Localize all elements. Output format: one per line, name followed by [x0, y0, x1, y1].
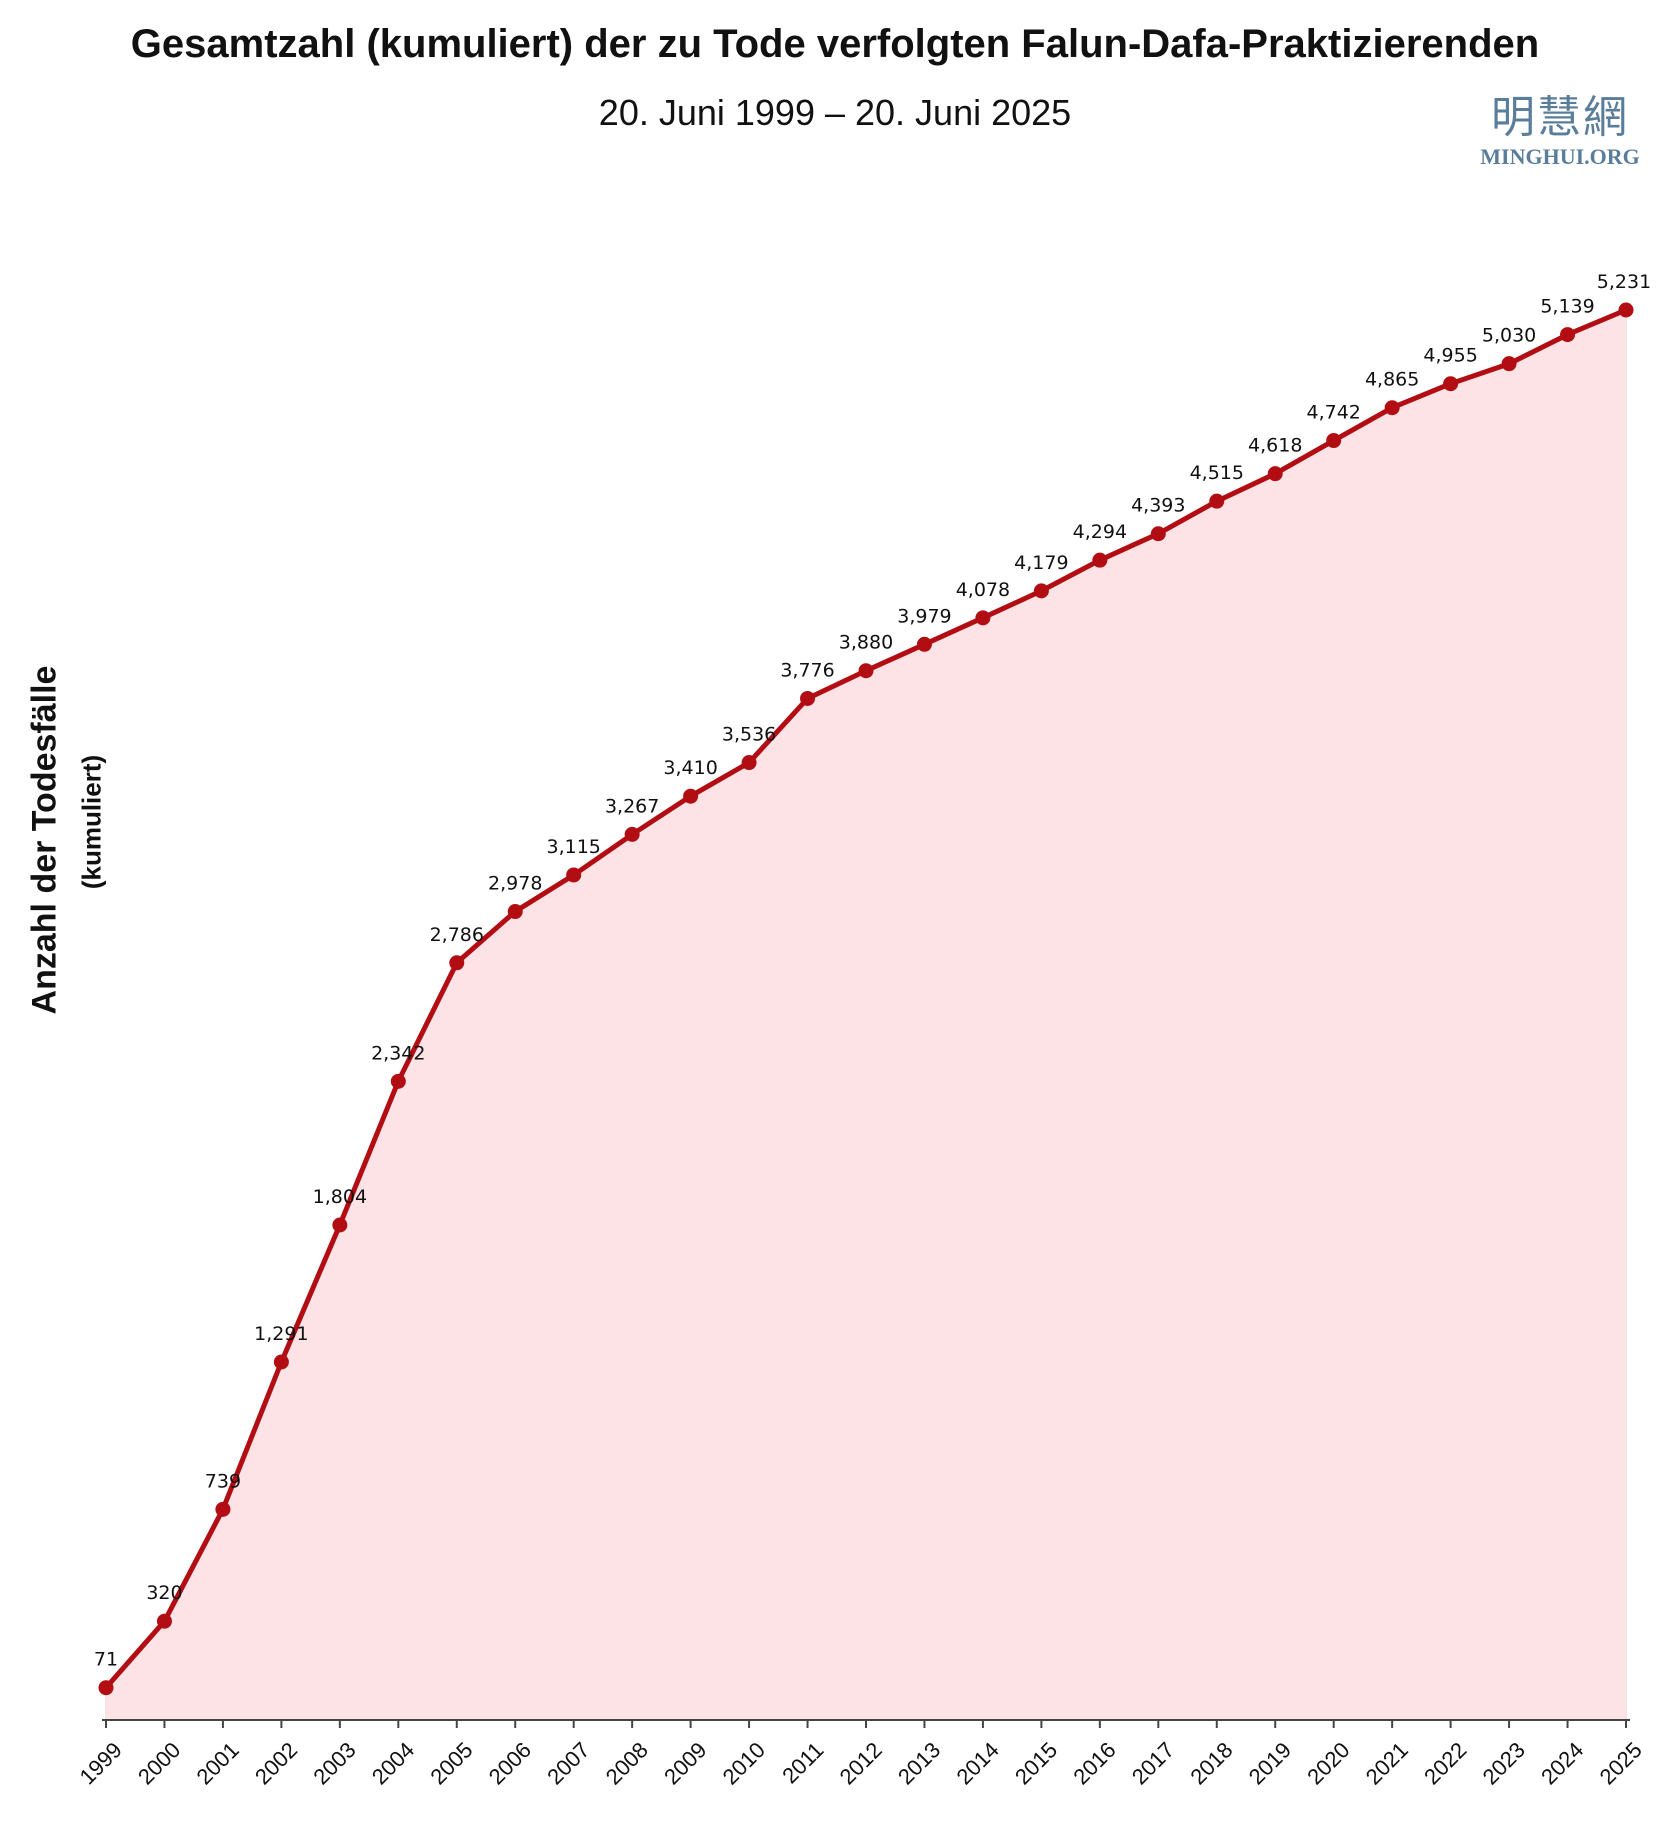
- data-label: 1,804: [313, 1186, 367, 1208]
- data-point: [624, 826, 640, 842]
- x-tick-label: 2008: [601, 1737, 653, 1789]
- data-point: [1150, 526, 1166, 542]
- data-label: 3,880: [839, 632, 893, 654]
- x-tick-label: 2016: [1068, 1737, 1120, 1789]
- data-label: 2,342: [371, 1042, 425, 1064]
- data-point: [741, 755, 757, 771]
- logo-chinese-text: 明慧網: [1491, 92, 1629, 143]
- area-fill: [106, 310, 1626, 1720]
- x-tick-label: 2021: [1361, 1737, 1413, 1789]
- data-point: [1326, 433, 1342, 449]
- x-axis: [102, 1719, 1630, 1728]
- x-tick-label: 2003: [308, 1737, 360, 1789]
- data-point: [566, 867, 582, 883]
- data-points: [98, 302, 1634, 1696]
- data-label: 4,515: [1190, 462, 1244, 484]
- data-point: [1443, 376, 1459, 392]
- data-label: 4,393: [1131, 495, 1185, 517]
- data-point: [98, 1680, 114, 1696]
- data-label: 2,978: [488, 873, 542, 895]
- x-tick-label: 2005: [425, 1737, 477, 1789]
- x-tick-label: 2006: [484, 1737, 536, 1789]
- data-point: [215, 1501, 231, 1517]
- data-label: 4,742: [1306, 402, 1360, 424]
- data-label: 4,955: [1423, 345, 1477, 367]
- x-tick-label: 2025: [1595, 1737, 1647, 1789]
- chart-subtitle: 20. Juni 1999 – 20. Juni 2025: [598, 92, 1072, 133]
- data-point: [1267, 466, 1283, 482]
- data-point: [1209, 493, 1225, 509]
- data-label: 71: [94, 1649, 118, 1671]
- data-label: 3,410: [663, 757, 717, 779]
- data-point: [858, 663, 874, 679]
- logo-english-text: MINGHUI.ORG: [1480, 144, 1640, 169]
- x-tick-label: 1999: [75, 1737, 127, 1789]
- data-point: [1033, 583, 1049, 599]
- data-point: [156, 1613, 172, 1629]
- x-tick-label: 2012: [835, 1737, 887, 1789]
- data-point: [1384, 400, 1400, 416]
- x-tick-label: 2020: [1302, 1737, 1354, 1789]
- data-labels: 713207391,2911,8042,3422,7862,9783,1153,…: [94, 271, 1651, 1671]
- data-label: 5,030: [1482, 325, 1536, 347]
- data-label: 4,179: [1014, 552, 1068, 574]
- data-point: [390, 1073, 406, 1089]
- data-label: 3,536: [722, 724, 776, 746]
- data-label: 4,865: [1365, 369, 1419, 391]
- data-point: [332, 1217, 348, 1233]
- x-tick-labels: 1999 2000 2001 2002 2003 2004 2005 2006 2007 2008…: [75, 1737, 1647, 1789]
- x-tick-label: 2007: [542, 1737, 594, 1789]
- data-point: [975, 610, 991, 626]
- x-tick-label: 2004: [367, 1737, 419, 1789]
- data-label: 739: [205, 1470, 241, 1492]
- data-label: 3,267: [605, 795, 659, 817]
- data-label: 3,776: [780, 659, 834, 681]
- data-label: 4,618: [1248, 435, 1302, 457]
- x-tick-label: 2002: [250, 1737, 302, 1789]
- data-label: 4,078: [956, 579, 1010, 601]
- x-tick-label: 2024: [1536, 1737, 1588, 1789]
- minghui-logo: 明慧網 MINGHUI.ORG: [1470, 92, 1650, 170]
- x-tick-label: 2023: [1478, 1737, 1530, 1789]
- data-label: 5,231: [1597, 271, 1651, 293]
- data-point: [1092, 552, 1108, 568]
- x-tick-label: 2000: [133, 1737, 185, 1789]
- data-label: 5,139: [1540, 296, 1594, 318]
- x-tick-label: 2001: [191, 1737, 243, 1789]
- data-point: [683, 788, 699, 804]
- data-point: [800, 690, 816, 706]
- x-tick-label: 2014: [951, 1737, 1003, 1789]
- x-tick-label: 2017: [1127, 1737, 1179, 1789]
- x-tick-label: 2015: [1010, 1737, 1062, 1789]
- data-point: [273, 1354, 289, 1370]
- x-tick-label: 2009: [659, 1737, 711, 1789]
- data-label: 320: [146, 1582, 182, 1604]
- data-label: 4,294: [1073, 521, 1127, 543]
- x-tick-label: 2019: [1244, 1737, 1296, 1789]
- chart-title: Gesamtzahl (kumuliert) der zu Tode verfo…: [130, 22, 1540, 66]
- x-tick-label: 2013: [893, 1737, 945, 1789]
- data-point: [1560, 327, 1576, 343]
- x-tick-label: 2018: [1185, 1737, 1237, 1789]
- x-tick-label: 2010: [718, 1737, 770, 1789]
- data-point: [1618, 302, 1634, 318]
- data-point: [507, 904, 523, 920]
- data-label: 3,979: [897, 605, 951, 627]
- x-tick-label: 2011: [777, 1737, 828, 1788]
- data-label: 3,115: [546, 836, 600, 858]
- data-point: [1501, 356, 1517, 372]
- x-tick-label: 2022: [1419, 1737, 1471, 1789]
- data-point: [449, 955, 465, 971]
- data-label: 2,786: [430, 924, 484, 946]
- data-label: 1,291: [254, 1323, 308, 1345]
- data-point: [916, 636, 932, 652]
